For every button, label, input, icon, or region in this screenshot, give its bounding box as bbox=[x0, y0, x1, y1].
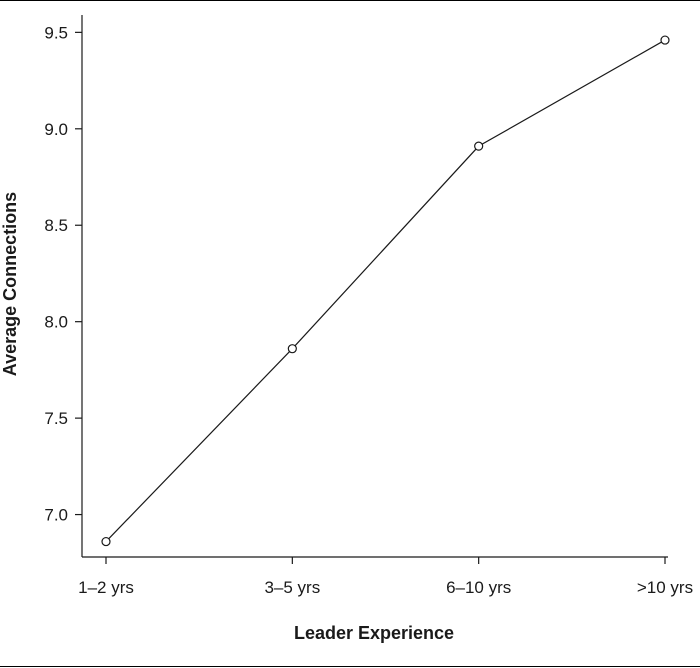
y-tick-label: 9.0 bbox=[44, 120, 68, 139]
data-series bbox=[101, 35, 670, 547]
x-axis-title: Leader Experience bbox=[294, 623, 454, 643]
x-tick-label: 1–2 yrs bbox=[78, 578, 134, 597]
x-tick-label: 6–10 yrs bbox=[446, 578, 511, 597]
y-tick-label: 7.5 bbox=[44, 409, 68, 428]
series-line bbox=[105, 39, 666, 542]
data-point-marker bbox=[101, 536, 111, 547]
y-axis-ticks: 7.0 7.5 8.0 8.5 9.0 9.5 bbox=[44, 23, 82, 525]
y-tick-label: 8.5 bbox=[44, 216, 68, 235]
x-axis-ticks: 1–2 yrs 3–5 yrs 6–10 yrs >10 yrs bbox=[78, 557, 693, 597]
data-point-marker bbox=[660, 35, 670, 45]
y-tick-label: 7.0 bbox=[44, 506, 68, 525]
y-tick-label: 9.5 bbox=[44, 23, 68, 42]
x-tick-label: >10 yrs bbox=[637, 578, 693, 597]
y-tick-label: 8.0 bbox=[44, 313, 68, 332]
y-axis-title: Average Connections bbox=[0, 192, 20, 376]
axes bbox=[81, 15, 668, 558]
x-tick-label: 3–5 yrs bbox=[264, 578, 320, 597]
data-point-marker bbox=[474, 141, 484, 151]
data-point-marker bbox=[287, 344, 297, 354]
